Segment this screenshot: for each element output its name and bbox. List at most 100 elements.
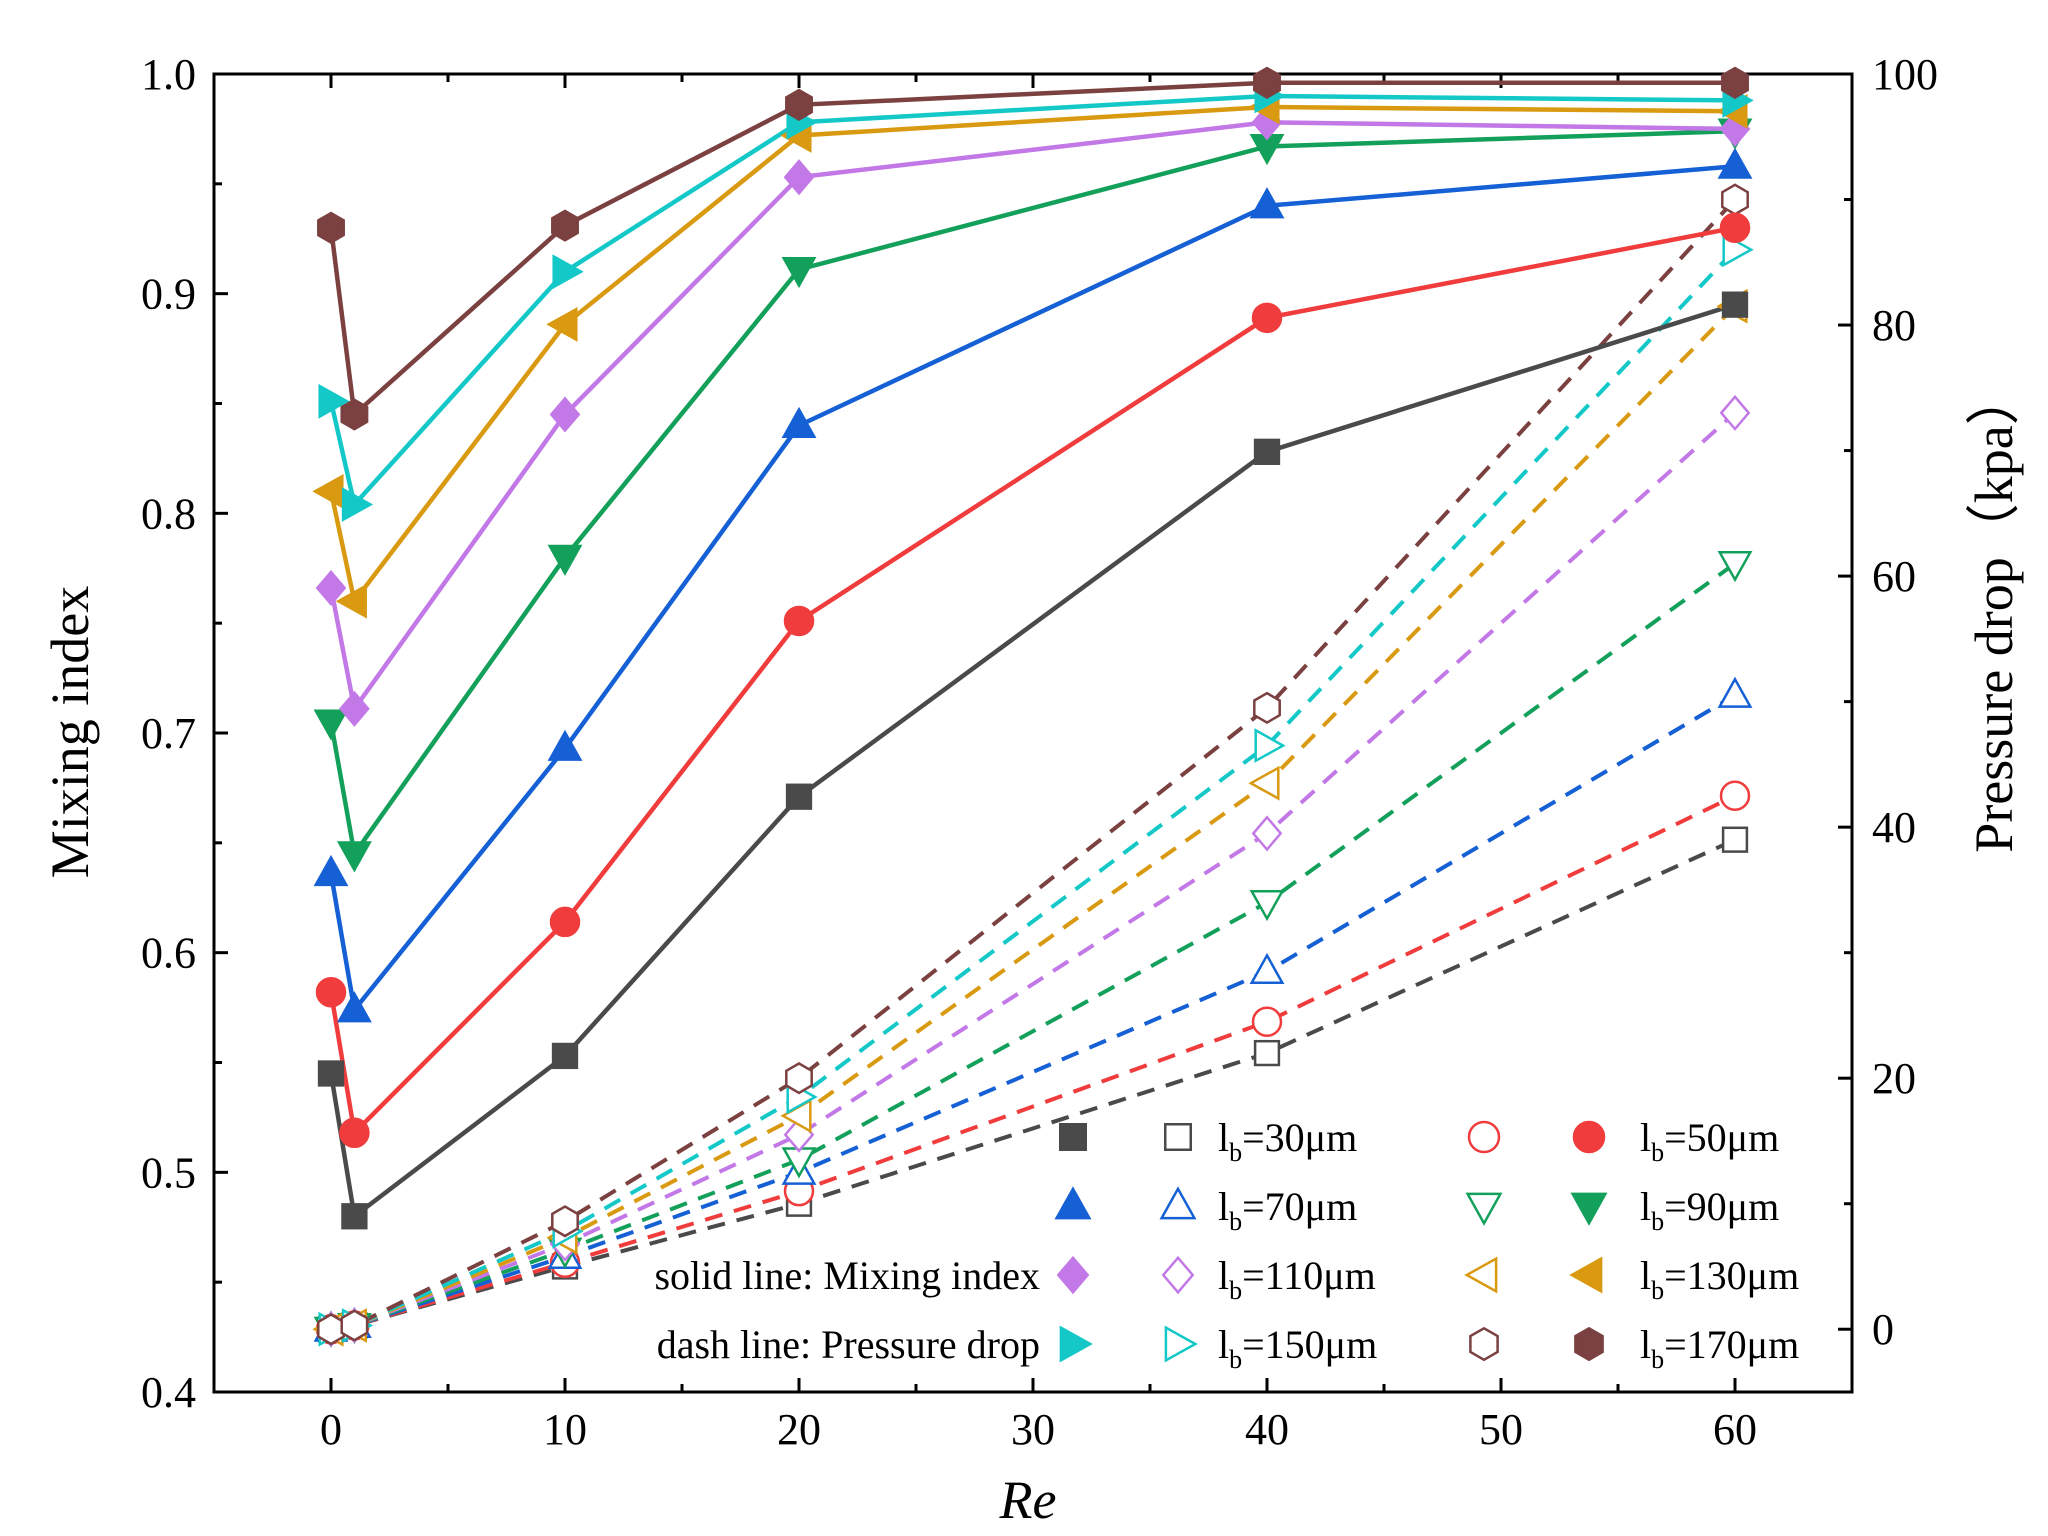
mixing-index-line — [328, 225, 1736, 1138]
y-right-tick-label: 100 — [1872, 50, 1938, 99]
mixing-index-point — [785, 88, 813, 121]
mixing-index-point — [551, 1042, 579, 1070]
legend-label-sub: b — [1651, 1276, 1664, 1305]
legend-label-main: l — [1640, 1253, 1651, 1298]
legend-hollow-marker — [1464, 1256, 1498, 1294]
legend-label-main: l — [1640, 1115, 1651, 1160]
mixing-index-line — [328, 164, 1736, 1016]
mixing-index-point — [336, 841, 372, 873]
mixing-index-point — [339, 690, 370, 727]
pressure-drop-point — [1719, 394, 1751, 431]
y-right-tick-label: 60 — [1872, 552, 1916, 601]
mixing-index-point — [313, 854, 349, 887]
pressure-drop-point — [1248, 765, 1280, 801]
pressure-drop-point — [1717, 676, 1753, 708]
x-tick-label: 0 — [320, 1405, 342, 1454]
mixing-index-point — [315, 569, 347, 607]
pressure-drop-line — [330, 837, 1736, 1332]
legend-hollow-marker — [1159, 1186, 1197, 1220]
y-left-tick-label: 0.7 — [141, 709, 196, 758]
mixing-index-point — [1721, 291, 1749, 318]
legend-label-sub: b — [1651, 1138, 1664, 1167]
mixing-index-point — [549, 906, 581, 938]
pressure-drop-point — [340, 1309, 369, 1342]
legend-label-rest: =150μm — [1242, 1322, 1377, 1367]
legend-note-solid: solid line: Mixing index — [654, 1253, 1040, 1298]
mixing-index-line — [328, 80, 1735, 420]
legend-label: lb=110μm — [1218, 1253, 1376, 1305]
pressure-drop-line — [330, 248, 1737, 1332]
mixing-index-point — [547, 544, 583, 576]
legend-label-rest: =90μm — [1664, 1184, 1779, 1229]
mixing-index-point — [335, 583, 367, 619]
x-tick-label: 50 — [1479, 1405, 1523, 1454]
legend-label: lb=90μm — [1640, 1184, 1779, 1236]
series-markers — [312, 66, 1754, 1348]
legend-label-main: l — [1218, 1253, 1229, 1298]
pressure-drop-point — [1253, 1039, 1281, 1067]
legend-label: lb=30μm — [1218, 1115, 1357, 1167]
legend-hollow-marker — [1465, 1192, 1503, 1226]
legend-label-main: l — [1218, 1115, 1229, 1160]
legend-label-sub: b — [1229, 1138, 1242, 1167]
pressure-drop-point — [785, 1062, 813, 1095]
mixing-index-point — [1249, 187, 1285, 219]
mixing-index-point — [1719, 212, 1751, 244]
x-tick-label: 60 — [1713, 1405, 1757, 1454]
y-axis-left-title: Mixing index — [40, 586, 100, 879]
legend-filled-marker — [1056, 1255, 1090, 1295]
mixing-index-point — [549, 396, 581, 433]
legend-label-main: l — [1218, 1184, 1229, 1229]
y-right-tick-label: 20 — [1872, 1054, 1916, 1103]
x-tick-label: 10 — [543, 1405, 587, 1454]
mixing-index-line — [328, 93, 1736, 510]
mixing-index-point — [783, 159, 815, 196]
legend-label-sub: b — [1651, 1207, 1664, 1236]
pressure-drop-point — [1254, 728, 1286, 763]
legend-label: lb=130μm — [1640, 1253, 1799, 1305]
y-left-tick-label: 0.9 — [141, 270, 196, 319]
legend-label-sub: b — [1229, 1345, 1242, 1374]
mixing-index-point — [318, 383, 350, 419]
legend-hollow-marker — [1164, 1325, 1198, 1363]
legend-filled-marker — [1570, 1192, 1608, 1226]
legend-label-main: l — [1640, 1322, 1651, 1367]
mixing-index-point — [783, 605, 815, 637]
mixing-index-line — [328, 302, 1736, 1221]
y-right-tick-label: 80 — [1872, 301, 1916, 350]
mixing-index-point — [340, 398, 369, 431]
legend-label: lb=170μm — [1640, 1322, 1799, 1374]
legend-label-rest: =130μm — [1664, 1253, 1799, 1298]
pressure-drop-line — [330, 411, 1737, 1332]
legend-label-sub: b — [1229, 1276, 1242, 1305]
y-right-tick-label: 40 — [1872, 803, 1916, 852]
x-tick-label: 30 — [1011, 1405, 1055, 1454]
mixing-index-point — [785, 783, 813, 810]
series-lines — [328, 80, 1737, 1332]
legend-label-main: l — [1218, 1322, 1229, 1367]
y-left-tick-label: 0.5 — [141, 1148, 196, 1197]
mixing-index-point — [341, 487, 374, 522]
pressure-drop-point — [1251, 1006, 1283, 1037]
y-right-tick-label: 0 — [1872, 1305, 1894, 1354]
legend-filled-marker — [1059, 1123, 1087, 1151]
mixing-index-point — [312, 473, 344, 509]
x-axis-title: Re — [999, 1470, 1057, 1530]
legend-label-rest: =50μm — [1664, 1115, 1779, 1160]
x-tick-label: 40 — [1245, 1405, 1289, 1454]
axes-group: 0 10 20 30 40 50 60 0.4 0.5 0.6 0.7 0.8 0.9 1.0 0 20 40 6… — [141, 50, 1938, 1454]
mixing-index-line — [328, 104, 1736, 607]
mixing-index-point — [552, 254, 584, 290]
y-left-tick-label: 0.6 — [141, 929, 196, 978]
legend-label-rest: =170μm — [1664, 1322, 1799, 1367]
mixing-index-point — [315, 976, 347, 1008]
pressure-drop-line — [330, 304, 1737, 1332]
mixing-index-point — [336, 991, 372, 1023]
pressure-drop-point — [1721, 183, 1749, 216]
y-left-tick-label: 0.4 — [141, 1368, 196, 1417]
pressure-drop-line — [330, 693, 1737, 1332]
pressure-drop-point — [1721, 826, 1749, 853]
mixing-index-point — [1251, 302, 1283, 334]
